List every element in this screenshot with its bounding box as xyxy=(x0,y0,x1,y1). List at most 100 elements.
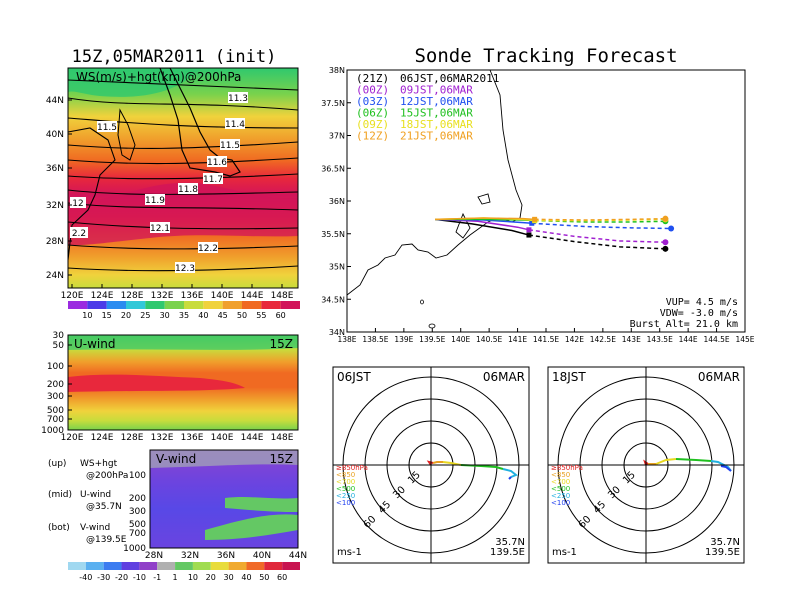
uwind-lon-label: 136E xyxy=(181,433,204,443)
ws-colorbar-label: 60 xyxy=(276,311,286,320)
ws-lat-label: 40N xyxy=(46,130,64,140)
note-value: WS+hgt xyxy=(80,459,118,469)
hodo-trace xyxy=(720,465,732,472)
uwind-time: 15Z xyxy=(270,337,294,351)
legend-time: 09JST,06MAR xyxy=(400,84,473,97)
contour-label-4: 11.6 xyxy=(207,158,227,168)
track-lines xyxy=(435,215,675,252)
vwind-time: 15Z xyxy=(270,452,294,466)
ws-colorbar-label: 40 xyxy=(198,311,208,320)
ws-lon-label: 136E xyxy=(181,291,204,301)
ws-lon-label: 144E xyxy=(241,291,264,301)
track-frame xyxy=(346,69,746,333)
ws-colorbar-label: 45 xyxy=(218,311,228,320)
uwind-lon-label: 144E xyxy=(241,433,264,443)
vwind-colorbar-swatch xyxy=(121,562,140,570)
contour-label-5: 11.7 xyxy=(203,175,223,185)
vwind-colorbar-swatch xyxy=(210,562,229,570)
vwind-colorbar-label: 20 xyxy=(206,573,216,582)
track-lon-label: 139.5E xyxy=(419,335,445,344)
ws-lat-label: 44N xyxy=(46,96,64,106)
track-lat-ticks: 38N 37.5N 37N 36.5N 36N 35.5N 35N 34.5N 34N xyxy=(321,66,351,337)
param-burst: Burst Alt= 21.0 km xyxy=(630,319,738,330)
ws-colorbar-swatch xyxy=(242,301,262,309)
hodo-unit: ms-1 xyxy=(552,547,577,558)
legend-time: 18JST,06MAR xyxy=(400,118,473,131)
ws-lon-label: 132E xyxy=(151,291,174,301)
uwind-lon-ticks: 120E 124E 128E 132E 136E 140E 144E 148E xyxy=(61,433,294,443)
ws-contour-labels: 11.3 11.4 11.5 11.6 11.7 11.8 11.9 12 12… xyxy=(70,92,248,274)
ws-map-label: WS(m/s)+hgt(km)@200hPa xyxy=(76,70,241,84)
note-value: V-wind xyxy=(80,523,110,533)
contour-label-8: 12 xyxy=(72,199,83,209)
contour-label-12: 11.5 xyxy=(97,123,117,133)
track-lat-label: 34.5N xyxy=(321,295,345,304)
vwind-level-label: 500 xyxy=(129,520,146,530)
vwind-colorbar-label: 10 xyxy=(188,573,198,582)
contour-label-3: 11.5 xyxy=(220,141,240,151)
hodo-loc-lon: 139.5E xyxy=(490,547,525,558)
track-descent-line xyxy=(528,229,666,244)
vwind-lat-ticks: 28N 32N 36N 40N 44N xyxy=(145,551,307,561)
vwind-colorbar-swatch xyxy=(157,562,176,570)
uwind-lon-label: 140E xyxy=(211,433,234,443)
vwind-colorbar-label: 1 xyxy=(173,573,178,582)
hodo-loc-lat: 35.7N xyxy=(710,537,740,548)
hodo-level-label: <250 xyxy=(551,492,570,500)
track-lon-label: 139E xyxy=(394,335,413,344)
ws-colorbar-label: 50 xyxy=(237,311,247,320)
panel-notes: (up) WS+hgt @200hPa (mid) U-wind @35.7N (bot) V… xyxy=(48,459,128,545)
contour-label-2: 11.4 xyxy=(225,120,245,130)
uwind-lon-label: 120E xyxy=(61,433,84,443)
legend-time: 06JST,06MAR2011 xyxy=(400,72,499,85)
hodo-level-label: <850 xyxy=(551,471,570,479)
track-lon-label: 140E xyxy=(451,335,470,344)
track-lat-label: 36N xyxy=(329,197,345,206)
ws-lon-ticks: 120E 124E 128E 132E 136E 140E 144E 148E xyxy=(61,284,294,301)
track-descent-line xyxy=(534,219,666,223)
hodo-unit: ms-1 xyxy=(337,547,362,558)
vwind-level-label: 100 xyxy=(129,471,146,481)
ws-colorbar-swatch xyxy=(280,301,300,309)
param-vdw: VDW= -3.0 m/s xyxy=(660,308,738,319)
vwind-colorbar-swatch xyxy=(175,562,193,570)
uwind-level-label: 700 xyxy=(47,415,64,425)
track-burst-marker xyxy=(526,232,532,238)
ws-colorbar-label: 35 xyxy=(179,311,189,320)
hodo-level-label: <500 xyxy=(336,485,355,493)
param-vup: VUP= 4.5 m/s xyxy=(666,297,738,308)
hodo-date: 06MAR xyxy=(483,370,525,384)
ws-coast-china xyxy=(68,127,116,261)
uwind-level-label: 50 xyxy=(53,341,65,351)
contour-label-11: 12.3 xyxy=(175,264,195,274)
hodo-trace xyxy=(675,458,712,462)
ws-lon-label: 124E xyxy=(91,291,114,301)
ws-colorbar-swatch xyxy=(222,301,242,309)
ws-colorbar-swatch xyxy=(68,301,88,309)
track-lon-label: 145E xyxy=(735,335,754,344)
vwind-lat-label: 40N xyxy=(253,551,271,561)
hodo-loc-lat: 35.7N xyxy=(495,537,525,548)
contour-label-1: 11.3 xyxy=(228,94,248,104)
ws-coast-japan xyxy=(159,68,241,177)
ws-lon-label: 140E xyxy=(211,291,234,301)
track-lat-label: 34N xyxy=(329,328,345,337)
ws-colorbar-label: 25 xyxy=(140,311,150,320)
vwind-level-label: 300 xyxy=(129,507,146,517)
track-lat-label: 35.5N xyxy=(321,230,345,239)
legend-time: 21JST,06MAR xyxy=(400,130,473,143)
vwind-colorbar-label: -1 xyxy=(153,573,161,582)
note-value: @139.5E xyxy=(86,535,127,545)
note-key: (up) xyxy=(48,459,66,469)
vwind-label: V-wind xyxy=(156,452,196,466)
hodo-level-label: ≥850hPa xyxy=(336,464,368,472)
ws-lat-label: 24N xyxy=(46,271,64,281)
vwind-colorbar-label: 40 xyxy=(241,573,251,582)
track-legend: (21Z) 06JST,06MAR2011 (00Z) 09JST,06MAR (03Z… xyxy=(356,72,499,143)
hodo-trace xyxy=(426,460,434,466)
track-lon-label: 142.5E xyxy=(590,335,616,344)
track-lon-label: 143.5E xyxy=(647,335,673,344)
legend-zulu: (06Z) xyxy=(356,107,389,120)
